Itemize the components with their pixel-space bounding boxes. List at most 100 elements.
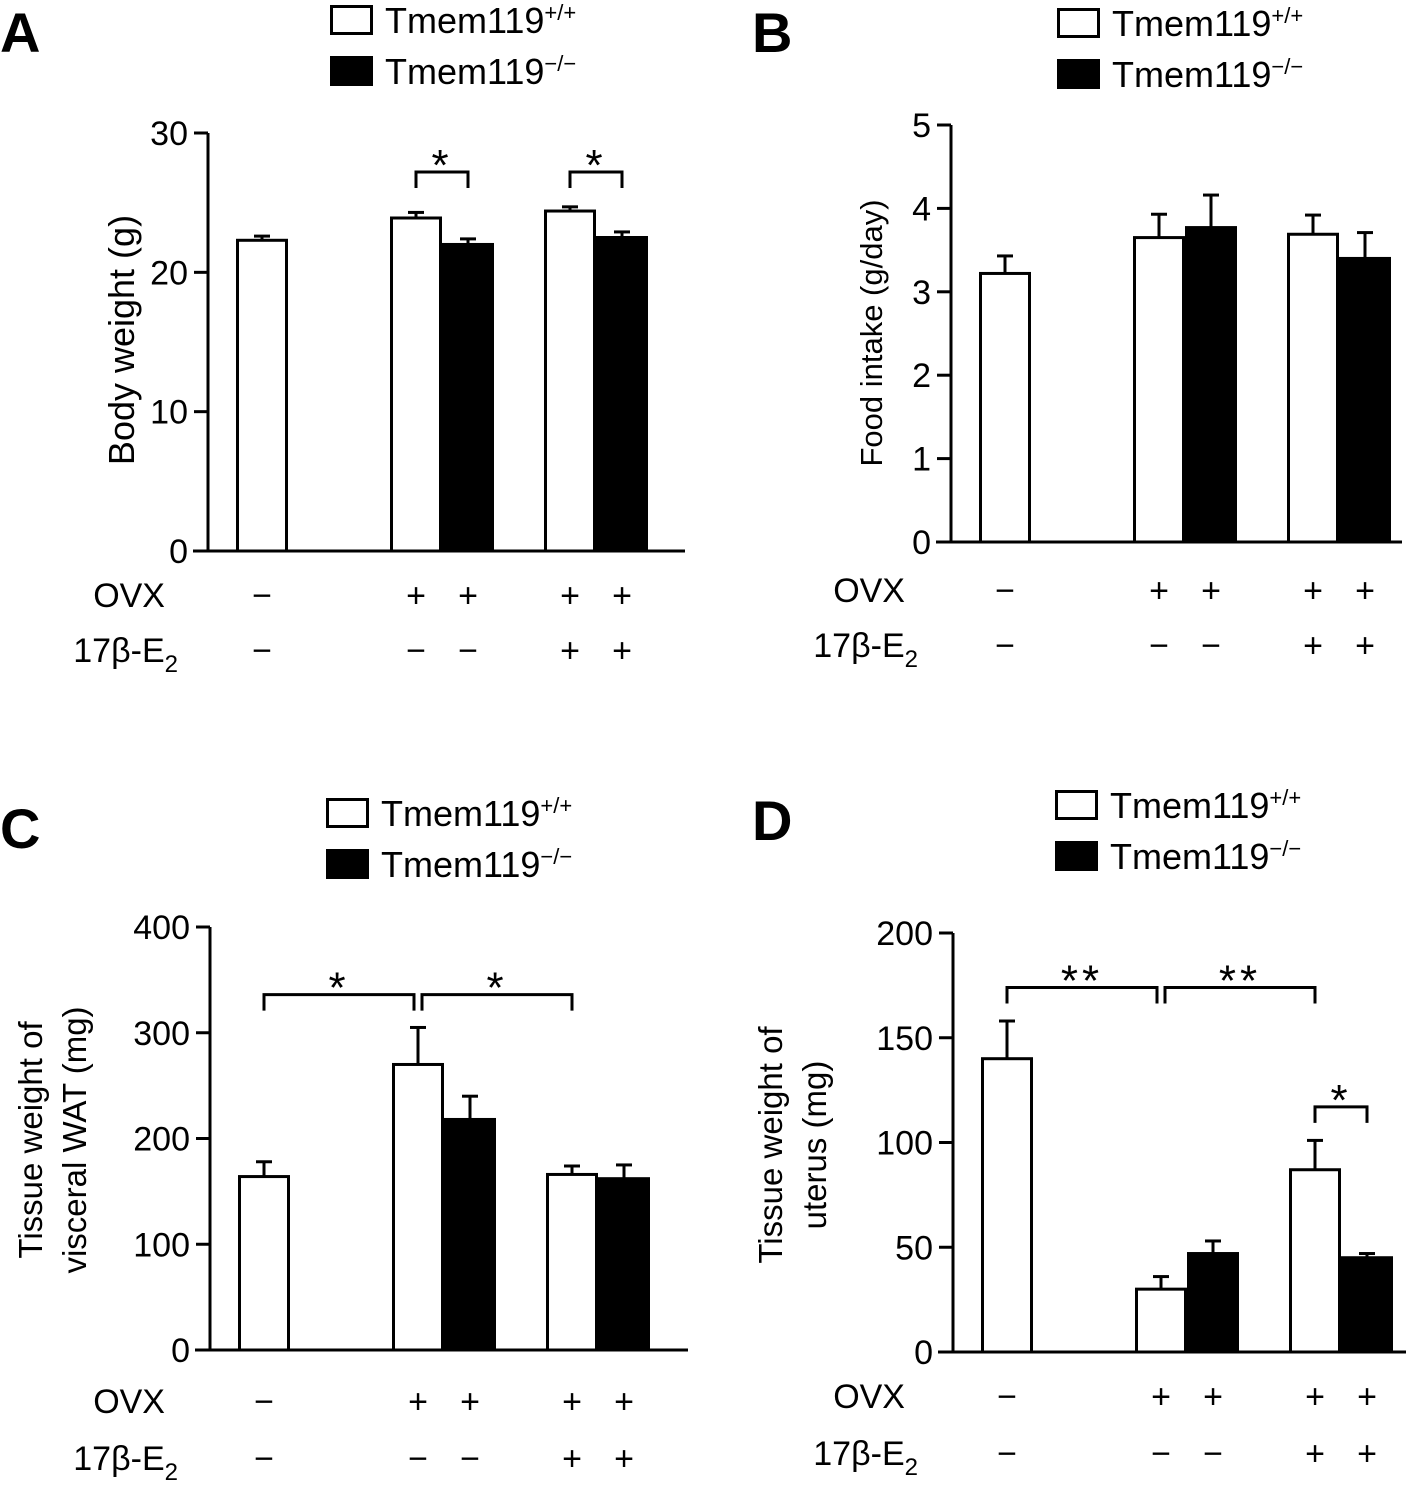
bar-knockout — [596, 236, 648, 553]
legend-swatch-wildtype — [330, 5, 373, 35]
significance-marker: * — [585, 141, 606, 190]
bar-wildtype — [236, 238, 288, 553]
bar-knockout — [1341, 1256, 1393, 1354]
ovx-sign: + — [458, 577, 478, 615]
significance-marker: ** — [1061, 956, 1103, 1005]
y-tick-label: 10 — [150, 394, 188, 432]
significance-marker: * — [1330, 1076, 1351, 1125]
bar-knockout — [1185, 226, 1237, 544]
bar-knockout — [1187, 1252, 1239, 1354]
legend-genotype-sup: +/+ — [540, 793, 572, 818]
ovx-sign: + — [1305, 1378, 1325, 1416]
e2-sign: − — [460, 1440, 480, 1478]
significance-bracket — [1005, 985, 1159, 1004]
bar-wildtype — [1289, 1168, 1341, 1354]
y-axis-label: Food intake (g/day) — [854, 199, 889, 466]
legend-swatch-knockout — [1055, 841, 1098, 871]
row-label-e2: 17β-E2 — [813, 627, 918, 673]
e2-sign: − — [254, 1440, 274, 1478]
significance-marker: * — [328, 964, 349, 1013]
bar-wildtype — [1287, 232, 1339, 544]
legend-label-knockout: Tmem119−/− — [1110, 836, 1301, 877]
ovx-sign: + — [1303, 572, 1323, 610]
e2-sign: − — [1203, 1435, 1223, 1473]
bar-wildtype — [390, 216, 442, 553]
e2-sign: + — [1357, 1435, 1377, 1473]
significance-bracket — [414, 170, 470, 189]
legend-swatch-wildtype — [1057, 8, 1100, 38]
ovx-sign: + — [1149, 572, 1169, 610]
y-tick-label: 4 — [912, 190, 931, 228]
panel-letter: C — [0, 797, 40, 860]
bar-wildtype — [546, 1172, 598, 1352]
legend-genotype-sup: +/+ — [1269, 785, 1301, 810]
legend-label-wildtype: Tmem119+/+ — [385, 0, 576, 41]
y-tick-label: 20 — [150, 254, 188, 292]
bar-wildtype — [981, 1057, 1033, 1354]
bar-wildtype — [392, 1062, 444, 1352]
legend-label-knockout: Tmem119−/− — [385, 51, 576, 92]
ovx-sign: + — [1151, 1378, 1171, 1416]
row-label-e2-main: 17β-E — [73, 1440, 164, 1478]
legend-genotype-sup: −/− — [544, 51, 576, 76]
legend-label-wildtype: Tmem119+/+ — [381, 793, 572, 834]
row-label-e2-sub: 2 — [905, 1454, 918, 1481]
y-axis-label: Tissue weight of — [752, 1026, 789, 1264]
legend: Tmem119+/+Tmem119−/− — [1057, 3, 1303, 95]
e2-sign: − — [406, 632, 426, 670]
y-tick-label: 100 — [876, 1125, 933, 1163]
ovx-sign: + — [460, 1383, 480, 1421]
bar-wildtype — [238, 1175, 290, 1352]
y-axis-label: Body weight (g) — [101, 215, 142, 465]
legend: Tmem119+/+Tmem119−/− — [330, 0, 576, 92]
significance-bracket — [568, 170, 624, 189]
legend-gene: Tmem119 — [1110, 785, 1269, 826]
ovx-sign: − — [997, 1378, 1017, 1416]
ovx-sign: + — [1203, 1378, 1223, 1416]
e2-sign: + — [560, 632, 580, 670]
e2-sign: − — [408, 1440, 428, 1478]
y-axis-label: uterus (mg) — [796, 1061, 833, 1230]
row-label-e2: 17β-E2 — [813, 1435, 918, 1481]
legend-genotype-sup: +/+ — [544, 0, 576, 25]
significance-marker: * — [431, 141, 452, 190]
ovx-sign: + — [1357, 1378, 1377, 1416]
ovx-sign: + — [612, 577, 632, 615]
bar-knockout — [444, 1117, 496, 1352]
bar-wildtype — [979, 271, 1031, 544]
significance-marker: * — [486, 964, 507, 1013]
e2-sign: − — [458, 632, 478, 670]
row-label-e2-sub: 2 — [165, 1459, 178, 1485]
legend-gene: Tmem119 — [1112, 54, 1271, 95]
legend-genotype-sup: −/− — [540, 844, 572, 869]
legend-gene: Tmem119 — [385, 0, 544, 41]
e2-sign: − — [1201, 627, 1221, 665]
legend-genotype-sup: −/− — [1269, 836, 1301, 861]
legend-genotype-sup: −/− — [1271, 54, 1303, 79]
row-label-ovx: OVX — [833, 1378, 905, 1416]
e2-sign: + — [1303, 627, 1323, 665]
ovx-sign: + — [560, 577, 580, 615]
legend-label-wildtype: Tmem119+/+ — [1110, 785, 1301, 826]
y-tick-label: 200 — [133, 1121, 190, 1159]
legend-gene: Tmem119 — [385, 51, 544, 92]
e2-sign: − — [252, 632, 272, 670]
y-tick-label: 0 — [914, 1334, 933, 1372]
legend-swatch-knockout — [330, 56, 373, 86]
legend-label-knockout: Tmem119−/− — [381, 844, 572, 885]
y-tick-label: 0 — [169, 533, 188, 571]
y-tick-label: 30 — [150, 115, 188, 153]
legend: Tmem119+/+Tmem119−/− — [1055, 785, 1301, 877]
row-label-e2-main: 17β-E — [813, 1435, 904, 1473]
panel-letter: A — [0, 1, 40, 64]
y-tick-label: 1 — [912, 441, 931, 479]
y-tick-label: 200 — [876, 915, 933, 953]
row-label-e2-main: 17β-E — [73, 632, 164, 670]
legend-label-knockout: Tmem119−/− — [1112, 54, 1303, 95]
e2-sign: − — [995, 627, 1015, 665]
ovx-sign: + — [614, 1383, 634, 1421]
panel-letter: D — [752, 789, 792, 852]
bar-knockout — [1339, 256, 1391, 544]
significance-marker: ** — [1219, 956, 1261, 1005]
